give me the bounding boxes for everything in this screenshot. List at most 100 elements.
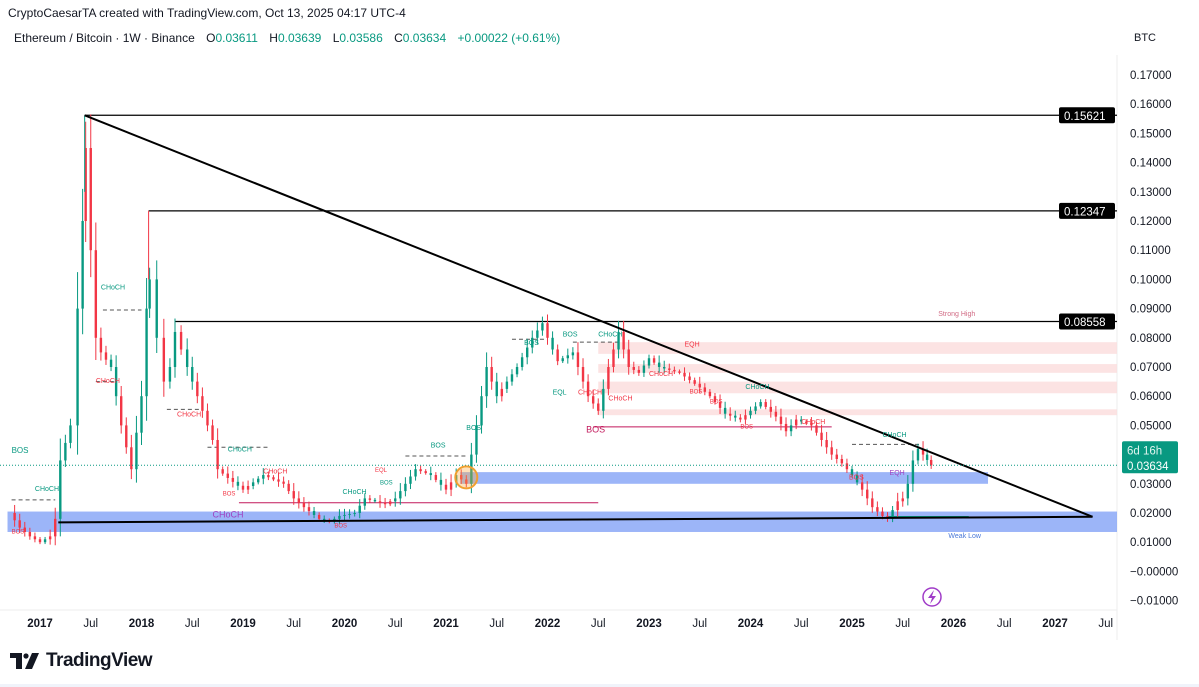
time-tick-label: Jul [286, 618, 301, 630]
time-tick-label: 2018 [129, 618, 155, 630]
candle-body [81, 221, 84, 309]
structure-label: CHoCH [608, 396, 632, 403]
candle-body [911, 460, 915, 484]
supply-zone [598, 364, 1117, 373]
candle-body [597, 403, 600, 411]
structure-label: CHoCH [578, 390, 602, 397]
price-tick-label: 0.14000 [1130, 158, 1172, 170]
time-tick-label: 2019 [230, 618, 256, 630]
demand-zone [7, 511, 1117, 532]
structure-label: BOS [586, 425, 605, 435]
supply-zone [598, 342, 1117, 354]
candle-body [404, 483, 407, 492]
candle-body [272, 477, 275, 480]
level-price-badge [1059, 313, 1115, 330]
time-tick-label: Jul [794, 618, 809, 630]
candle-body [617, 331, 620, 350]
candle-body [76, 308, 79, 426]
candle-body [673, 369, 676, 372]
candle-body [363, 498, 366, 506]
supply-zone [598, 381, 1117, 394]
price-tick-label: 0.08000 [1130, 333, 1172, 345]
candle-body [148, 279, 151, 309]
candle-body [104, 352, 108, 360]
candle-body [312, 511, 316, 515]
candle-body [561, 358, 564, 362]
candle-body [541, 323, 544, 331]
level-price-badge [1059, 107, 1115, 124]
currency-label: BTC [1134, 32, 1156, 44]
candle-body [612, 349, 615, 367]
candle-body [739, 417, 742, 420]
candle-body [287, 483, 290, 492]
lightning-icon[interactable] [922, 587, 942, 607]
structure-label: BOS [380, 481, 393, 487]
candle-body [820, 432, 823, 440]
symbol-name[interactable]: Ethereum / Bitcoin · 1W · Binance [14, 31, 195, 45]
candle-body [185, 349, 189, 367]
candle-body [338, 515, 341, 519]
candle-body [99, 337, 103, 353]
candle-body [277, 479, 280, 482]
candle-body [698, 383, 701, 388]
price-tick-label: 0.11000 [1130, 245, 1171, 257]
candle-body [607, 367, 610, 389]
candle-body [784, 423, 788, 432]
candle-body [43, 539, 47, 543]
candle-body [723, 407, 727, 414]
time-tick-label: 2020 [332, 618, 358, 630]
candle-body [647, 358, 651, 366]
candle-body [815, 425, 818, 433]
candle-body [876, 507, 879, 512]
candle-body [490, 367, 493, 382]
candle-body [718, 402, 722, 408]
candle-body [556, 349, 559, 362]
price-tick-label: 0.02000 [1130, 508, 1172, 520]
time-tick-label: Jul [185, 618, 200, 630]
candle-body [916, 448, 920, 461]
candle-body [179, 331, 183, 350]
candle-body [591, 396, 595, 404]
candle-body [69, 425, 72, 443]
supply-zone [598, 409, 1117, 416]
time-tick-label: 2021 [433, 618, 459, 630]
candle-body [551, 337, 554, 350]
structure-label: CHoCH [213, 509, 244, 519]
candle-body [663, 367, 666, 369]
candle-body [480, 396, 483, 426]
candle-body [378, 501, 382, 503]
candle-body [642, 365, 646, 373]
time-tick-label: 2026 [941, 618, 967, 630]
chart-credit: CryptoCaesarTA created with TradingView.… [8, 6, 406, 20]
candle-body [241, 485, 245, 490]
structure-label: BOS [334, 524, 347, 530]
price-chart[interactable]: Strong High Weak Low BOS CHoCH CHoCH CHoCH CHo… [0, 0, 1199, 645]
candle-body [485, 367, 488, 397]
candle-body [414, 469, 417, 477]
candle-body [394, 498, 397, 502]
price-tick-label: 0.06000 [1130, 391, 1172, 403]
structure-label: CHoCH [649, 371, 673, 378]
last-price-badge [1122, 441, 1178, 474]
candle-body [89, 148, 92, 251]
structure-label: BOS [466, 425, 481, 432]
structure-label: EQL [375, 468, 388, 474]
candle-body [246, 485, 250, 490]
candle-body [536, 330, 539, 338]
candle-body [921, 448, 925, 455]
candle-body [754, 406, 757, 411]
candle-body [368, 498, 372, 500]
candle-body [896, 501, 899, 511]
time-tick-label: Jul [591, 618, 606, 630]
high-value: 0.03639 [277, 31, 322, 45]
candle-body [449, 482, 453, 490]
time-tick-label: Jul [83, 618, 98, 630]
candle-body [424, 471, 427, 474]
candle-body [64, 442, 67, 461]
tradingview-logo[interactable]: TradingView [10, 650, 153, 672]
candle-body [764, 402, 767, 407]
candle-body [162, 337, 166, 382]
triangle-trendline [58, 515, 1093, 524]
price-tick-label: −0.01000 [1130, 596, 1178, 608]
structure-label: CHoCH [801, 419, 825, 426]
